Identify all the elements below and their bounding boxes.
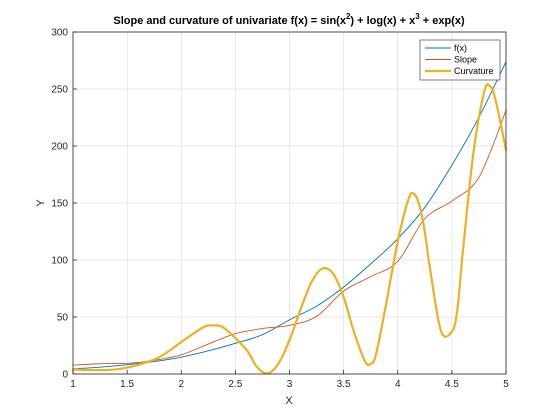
- y-axis-label: Y: [35, 199, 47, 207]
- y-tick-label: 300: [51, 28, 68, 39]
- x-tick-label: 4: [395, 379, 401, 390]
- x-axis-label: X: [285, 395, 293, 407]
- series-layer: [71, 61, 508, 375]
- title-part-c: + exp(x): [420, 15, 465, 27]
- legend-label-curvature: Curvature: [454, 66, 494, 76]
- legend-label-f-x: f(x): [454, 43, 467, 53]
- series-line-curvature: [71, 83, 508, 375]
- x-tick-label: 2.5: [228, 379, 242, 390]
- x-tick-label: 3.5: [337, 379, 351, 390]
- title-part-b: ) + log(x) + x: [350, 15, 416, 27]
- title-part-a: Slope and curvature of univariate f(x) =…: [113, 15, 346, 27]
- x-tick-label: 1.5: [120, 379, 134, 390]
- x-tick-label: 3: [287, 379, 293, 390]
- x-tick-label: 5: [503, 379, 509, 390]
- y-tick-label: 250: [51, 85, 68, 96]
- chart-title: Slope and curvature of univariate f(x) =…: [113, 12, 465, 27]
- y-tick-label: 200: [51, 142, 68, 153]
- x-tick-label: 2: [178, 379, 184, 390]
- y-tick-label: 100: [51, 256, 68, 267]
- title-sup-2: 3: [415, 12, 420, 21]
- x-tick-label: 1: [70, 379, 76, 390]
- y-tick-label: 150: [51, 199, 68, 210]
- legend-label-slope: Slope: [454, 55, 477, 65]
- y-tick-label: 0: [62, 370, 68, 381]
- y-tick-label: 50: [57, 313, 69, 324]
- x-tick-label: 4.5: [445, 379, 459, 390]
- title-sup-1: 2: [346, 12, 351, 21]
